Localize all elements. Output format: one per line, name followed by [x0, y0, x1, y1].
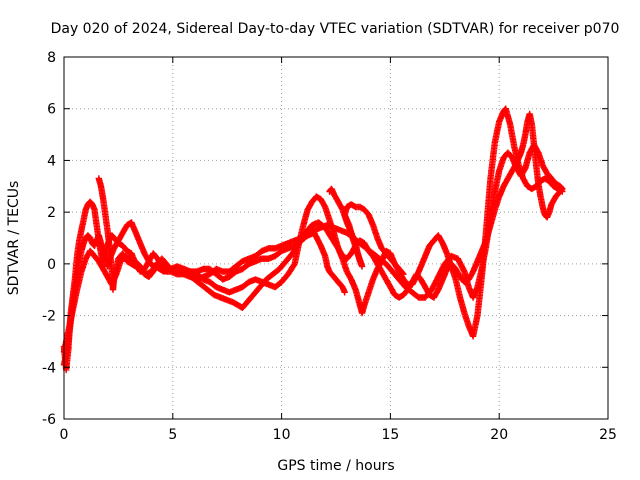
- plot-frame: [63, 56, 609, 420]
- data-point: [399, 270, 406, 277]
- x-tick-label: 5: [168, 427, 177, 443]
- y-tick-label: -4: [42, 360, 56, 376]
- chart-title: Day 020 of 2024, Sidereal Day-to-day VTE…: [51, 21, 620, 37]
- x-tick-label: 0: [60, 427, 69, 443]
- x-tick-label: 10: [273, 427, 291, 443]
- y-tick-label: 8: [47, 50, 56, 66]
- y-tick-label: 0: [47, 257, 56, 273]
- data-point: [400, 271, 407, 278]
- x-axis-label: GPS time / hours: [277, 458, 394, 474]
- y-tick-label: -2: [42, 309, 56, 325]
- x-tick-label: 25: [599, 427, 617, 443]
- data-point: [341, 289, 348, 296]
- series-track-d: [95, 175, 348, 296]
- x-tick-label: 15: [381, 427, 399, 443]
- y-tick-label: 6: [47, 102, 56, 118]
- y-axis-label: SDTVAR / TECUs: [6, 181, 22, 296]
- axis-layer: 0 5 10 15 20 25 -6 -4 -2 0 2 4 6 8: [42, 50, 617, 443]
- marks-layer: [60, 105, 566, 374]
- series-track-e: [326, 185, 407, 278]
- y-tick-label: 2: [47, 205, 56, 221]
- y-tick-label: 4: [47, 153, 56, 169]
- data-point: [559, 185, 566, 193]
- y-tick-label: -6: [42, 412, 56, 428]
- x-tick-label: 20: [490, 427, 508, 443]
